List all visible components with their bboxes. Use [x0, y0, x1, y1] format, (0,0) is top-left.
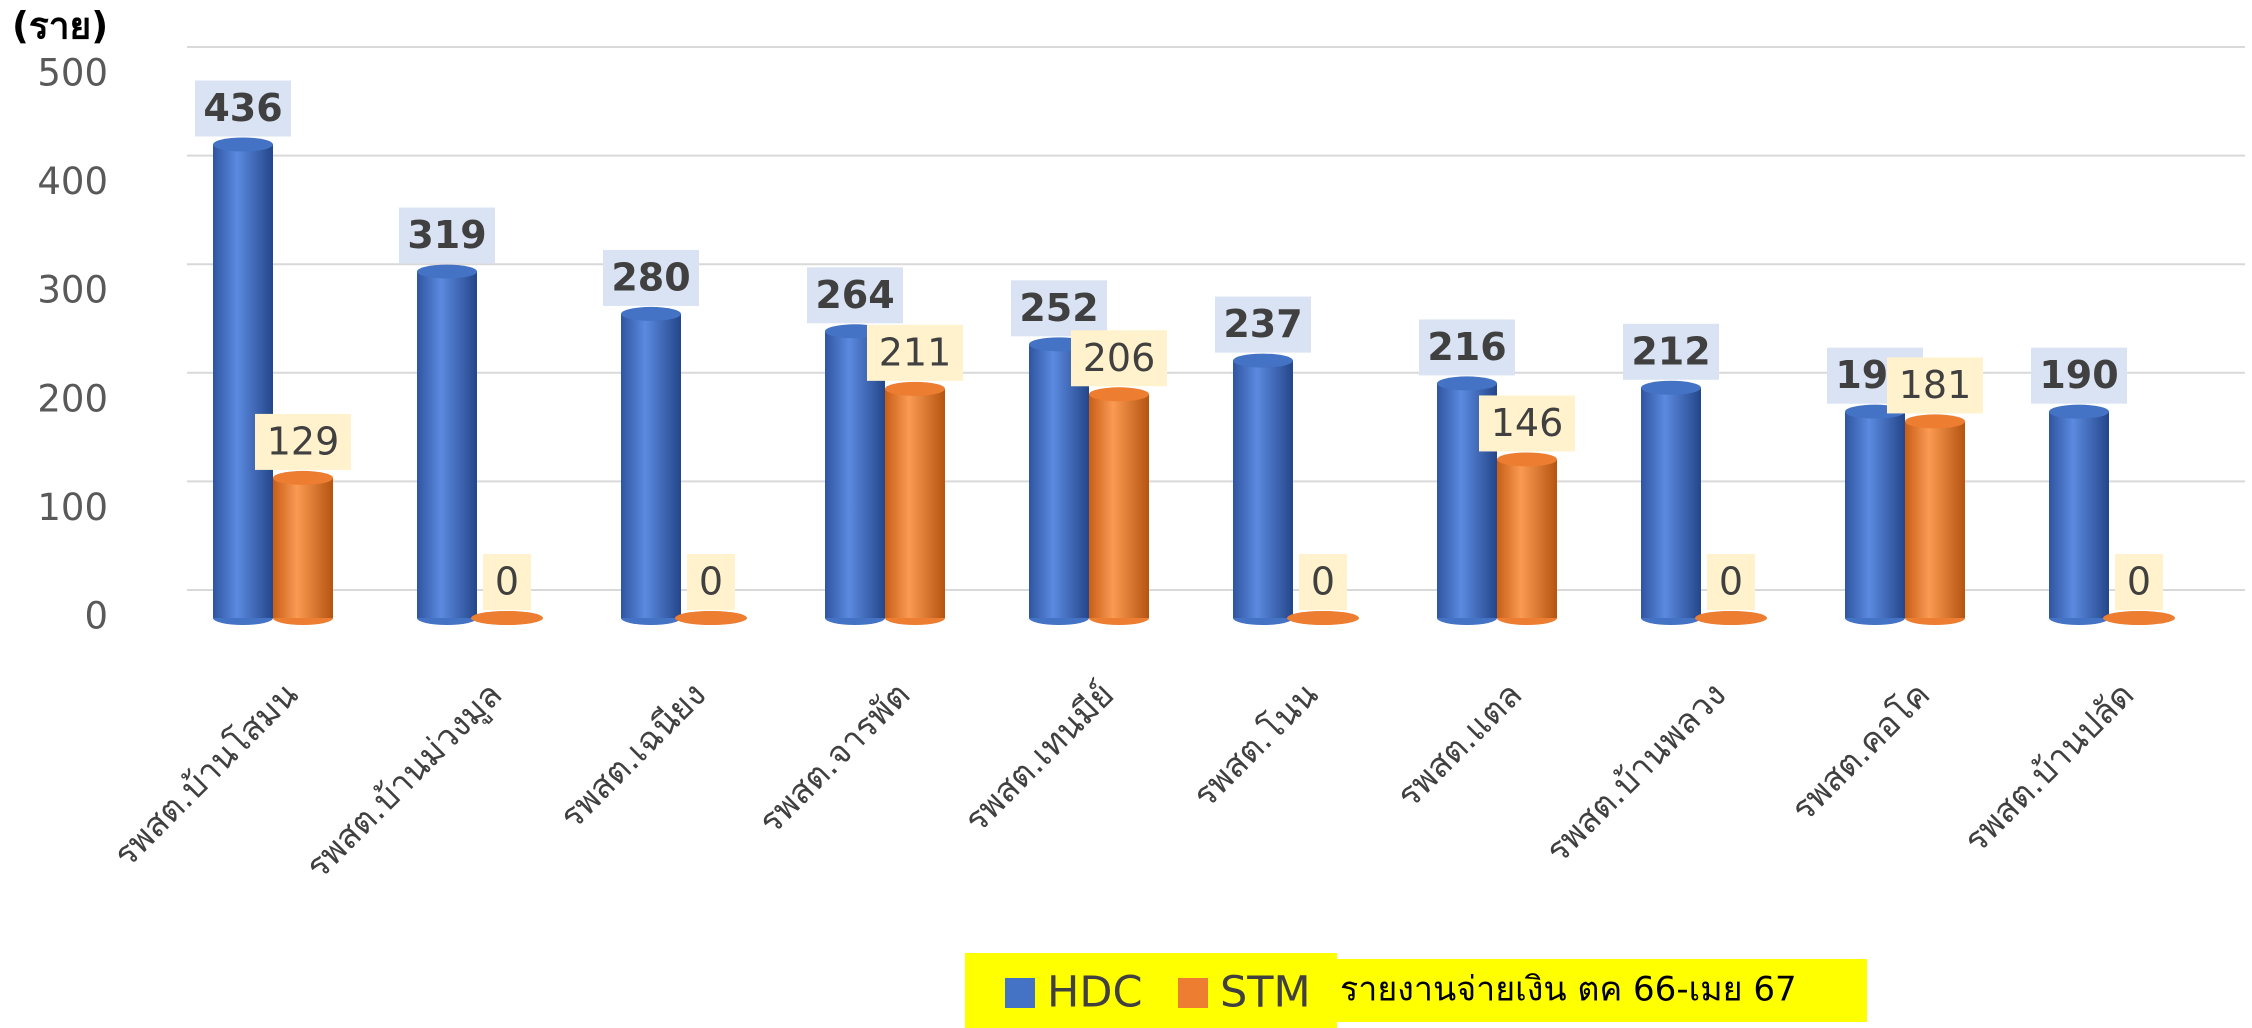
value-label: 280 — [611, 255, 690, 299]
bar — [213, 144, 273, 618]
bar-top — [621, 306, 681, 321]
value-label: 0 — [1719, 560, 1743, 604]
x-tick-label: รพสต.บ้านม่วงมูล — [298, 675, 510, 887]
bar — [417, 271, 477, 618]
x-tick-label: รพสต.แตล — [1389, 675, 1530, 816]
y-tick-label: 300 — [37, 269, 108, 312]
value-label-box — [1479, 395, 1575, 452]
value-label: 0 — [495, 560, 519, 604]
bar-top — [681, 611, 741, 625]
value-label: 0 — [699, 560, 723, 604]
value-label-box — [867, 324, 963, 381]
value-label: 190 — [2039, 353, 2118, 397]
x-tick-label: รพสต.จารพัต — [751, 675, 918, 842]
bar — [1089, 394, 1149, 618]
value-label: 212 — [1631, 329, 1710, 373]
value-label-box — [1299, 554, 1347, 610]
bar-top — [417, 264, 477, 279]
bar-top — [1293, 611, 1353, 625]
bar-top — [1437, 376, 1497, 391]
value-label-box — [483, 554, 531, 610]
annotation: รายงานจ่ายเงิน ตค 66-เมย 67 — [1340, 970, 1797, 1010]
bar — [885, 388, 945, 618]
value-label: 129 — [267, 419, 340, 463]
legend-label: HDC — [1047, 968, 1142, 1018]
bar — [1905, 421, 1965, 618]
x-tick-label: รพสต.บ้านปลัด — [1956, 675, 2142, 861]
value-label-box — [2031, 347, 2127, 404]
bar-top — [1905, 414, 1965, 429]
value-label: 319 — [407, 213, 486, 257]
bar-top — [1497, 452, 1557, 467]
x-tick-label: รพสต.บ้านโสมน — [106, 675, 306, 875]
legend-label: STM — [1220, 968, 1311, 1018]
value-label-box — [1623, 323, 1719, 380]
bar — [1233, 360, 1293, 618]
value-label: 0 — [1311, 560, 1335, 604]
value-label-box — [195, 80, 291, 137]
value-label: 181 — [1899, 363, 1972, 407]
y-tick-label: 200 — [37, 377, 108, 420]
bar-top — [1641, 380, 1701, 395]
value-label-box — [1887, 357, 1983, 414]
y-axis-label: (ราย) — [12, 5, 108, 48]
annotation-box — [1337, 959, 1867, 1022]
value-label: 436 — [203, 86, 282, 130]
bar-top — [1233, 353, 1293, 368]
bar — [1845, 411, 1905, 618]
bar — [1497, 459, 1557, 618]
x-tick-label: รพสต.เฉนียง — [552, 675, 714, 837]
bar — [1029, 344, 1089, 618]
value-label: 264 — [815, 273, 894, 317]
bar — [621, 313, 681, 618]
bar-top — [1089, 387, 1149, 402]
bar-top — [885, 381, 945, 396]
y-tick-label: 500 — [37, 52, 108, 95]
y-tick-label: 0 — [84, 595, 108, 638]
bar-top — [273, 470, 333, 485]
legend-swatch — [1178, 978, 1208, 1008]
bar — [2049, 411, 2109, 618]
value-label: 216 — [1427, 325, 1506, 369]
value-label-box — [687, 554, 735, 610]
bar-top — [2049, 404, 2109, 419]
value-label-box — [603, 249, 699, 306]
value-label-box — [255, 413, 351, 470]
value-label: 146 — [1491, 401, 1564, 445]
value-label: 252 — [1019, 286, 1098, 330]
bar-top — [1701, 611, 1761, 625]
x-tick-label: รพสต.บ้านพลวง — [1538, 675, 1734, 871]
x-tick-label: รพสต.โนน — [1185, 675, 1326, 816]
bar-top — [213, 137, 273, 152]
legend-swatch — [1005, 978, 1035, 1008]
value-label: 237 — [1223, 302, 1302, 346]
value-label-box — [1215, 296, 1311, 353]
bar — [273, 477, 333, 618]
x-tick-label: รพสต.เทนมีย์ — [957, 675, 1122, 840]
bar-top — [477, 611, 537, 625]
value-label-box — [1011, 280, 1107, 337]
x-tick-label: รพสต.คอโค — [1784, 675, 1938, 829]
value-label: 206 — [1083, 336, 1156, 380]
bar-top — [2109, 611, 2169, 625]
value-label-box — [1071, 330, 1167, 387]
value-label-box — [399, 207, 495, 264]
y-tick-label: 400 — [37, 160, 108, 203]
value-label-box — [807, 267, 903, 324]
value-label: 0 — [2127, 560, 2151, 604]
y-tick-label: 100 — [37, 486, 108, 529]
value-label-box — [1707, 554, 1755, 610]
bar — [1641, 387, 1701, 618]
value-label-box — [1419, 319, 1515, 376]
value-label: 211 — [879, 330, 952, 374]
value-label-box — [2115, 554, 2163, 610]
